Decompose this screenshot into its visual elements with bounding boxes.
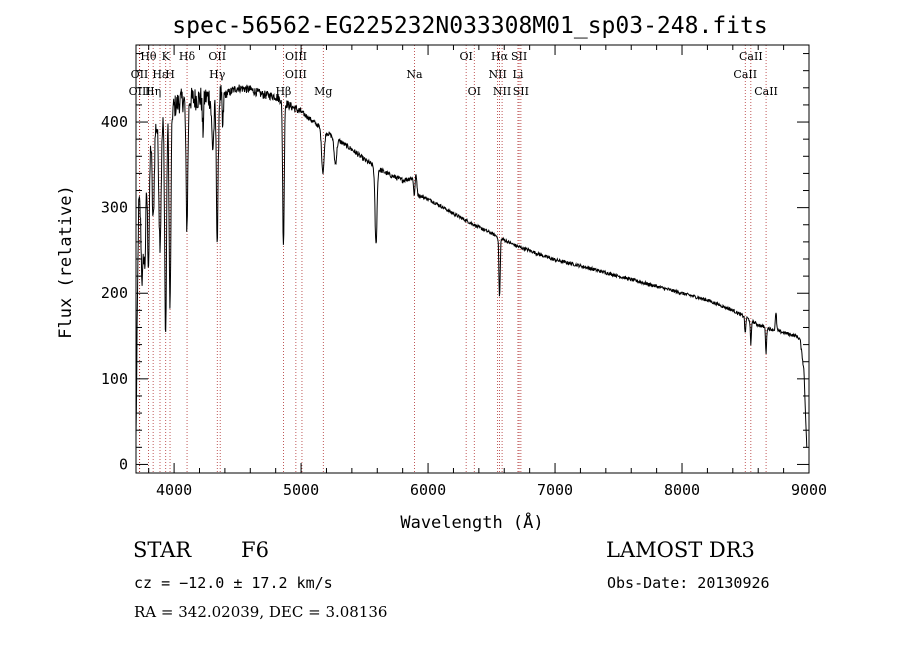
line-marker-label: NII bbox=[493, 85, 511, 98]
coordinates: RA = 342.02039, DEC = 3.08136 bbox=[134, 603, 388, 621]
line-marker-label: Hθ bbox=[140, 50, 157, 63]
object-subclass: F6 bbox=[241, 538, 269, 562]
y-tick-label: 400 bbox=[101, 113, 128, 131]
survey-name: LAMOST DR3 bbox=[606, 538, 755, 562]
x-tick-label: 7000 bbox=[537, 481, 573, 499]
line-marker-label: Hε bbox=[152, 68, 168, 81]
x-tick-label: 9000 bbox=[791, 481, 827, 499]
line-marker-label: SII bbox=[511, 50, 527, 63]
line-marker-label: Hδ bbox=[179, 50, 196, 63]
line-marker-label: Hβ bbox=[275, 85, 291, 98]
line-marker-label: OII bbox=[208, 50, 226, 63]
line-marker-label: OI bbox=[468, 85, 481, 98]
x-tick-label: 6000 bbox=[410, 481, 446, 499]
line-marker-label: OIII bbox=[129, 85, 151, 98]
line-marker-label: OIII bbox=[285, 50, 307, 63]
line-marker-label: Li bbox=[513, 68, 524, 81]
x-tick-label: 4000 bbox=[156, 481, 192, 499]
axis-tick-layer: 4000 5000 6000 7000 8000 9000 0 100 200 300 400 bbox=[101, 45, 827, 499]
line-marker-label: OIII bbox=[285, 68, 307, 81]
obs-date: Obs-Date: 20130926 bbox=[607, 574, 770, 592]
y-tick-label: 300 bbox=[101, 199, 128, 217]
x-tick-label: 8000 bbox=[664, 481, 700, 499]
redshift-text: cz = −12.0 ± 17.2 km/s bbox=[134, 574, 333, 592]
y-tick-label: 200 bbox=[101, 284, 128, 302]
y-axis-label: Flux (relative) bbox=[56, 185, 76, 339]
x-axis-label: Wavelength (Å) bbox=[400, 511, 543, 533]
x-tick-label: 5000 bbox=[283, 481, 319, 499]
line-marker-label: Na bbox=[406, 68, 423, 81]
line-marker-label: OI bbox=[459, 50, 472, 63]
line-marker-label: Hγ bbox=[209, 68, 226, 81]
line-marker-label: H bbox=[165, 68, 175, 81]
spectrum-series bbox=[135, 84, 808, 448]
chart-title: spec-56562-EG225232N033308M01_sp03-248.f… bbox=[172, 13, 767, 39]
object-class: STAR bbox=[133, 538, 192, 562]
line-marker-label: NII bbox=[488, 68, 506, 81]
line-marker-label: OII bbox=[131, 68, 149, 81]
line-marker-label: CaII bbox=[739, 50, 763, 63]
line-marker-label: Mg bbox=[314, 85, 332, 98]
line-marker-label: CaII bbox=[733, 68, 757, 81]
y-tick-label: 0 bbox=[119, 455, 128, 473]
line-marker-label: Hη bbox=[145, 85, 161, 98]
line-marker-label: K bbox=[162, 50, 171, 63]
y-tick-label: 100 bbox=[101, 370, 128, 388]
line-marker-label: Hα bbox=[491, 50, 509, 63]
plot-frame bbox=[135, 44, 810, 474]
line-marker-label: CaII bbox=[754, 85, 778, 98]
line-marker-label: SII bbox=[513, 85, 529, 98]
